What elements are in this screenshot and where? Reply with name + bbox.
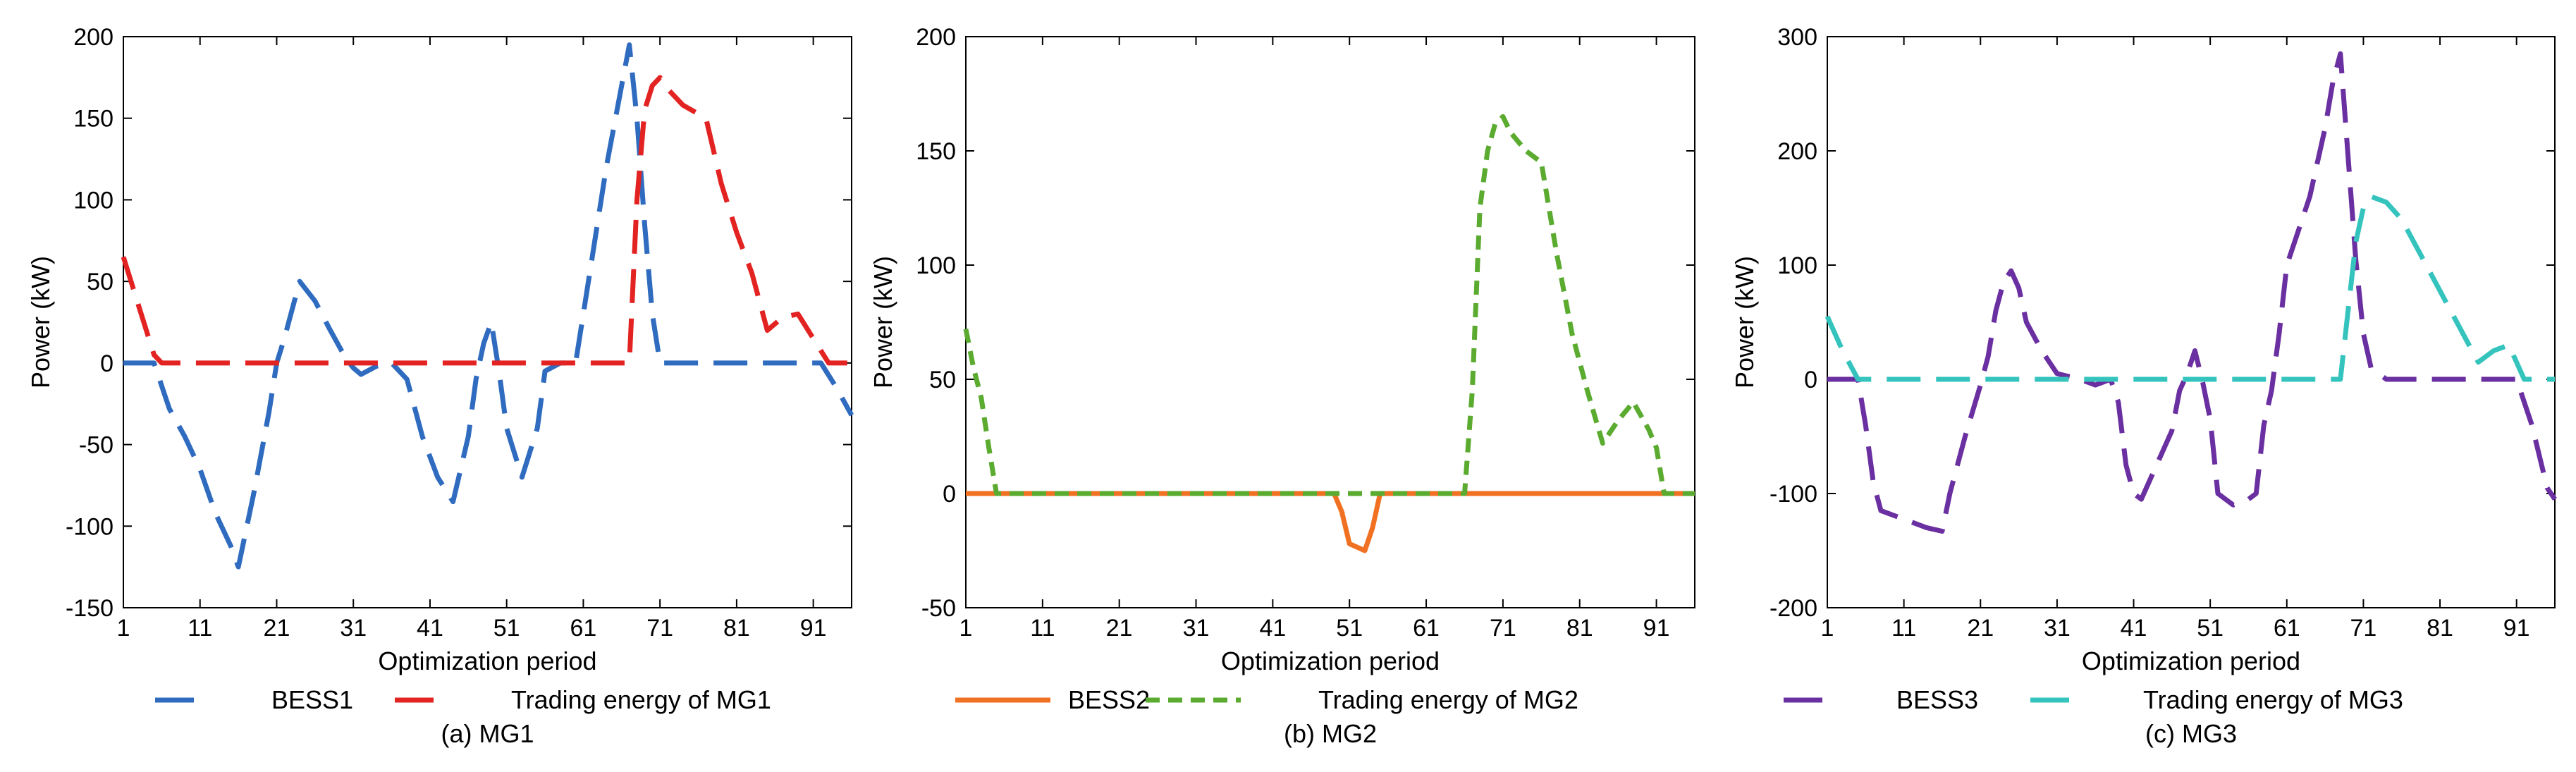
y-tick-label: -100: [1770, 481, 1817, 508]
y-tick-label: -150: [66, 595, 114, 622]
y-tick-label: 100: [73, 187, 114, 214]
x-axis-label-mg3: Optimization period: [2082, 647, 2300, 675]
legend-label-trading-mg2: Trading energy of MG2: [1318, 685, 1578, 714]
x-tick-label: 31: [2044, 615, 2071, 642]
y-tick-label: 150: [916, 138, 956, 165]
x-tick-label: 41: [2121, 615, 2147, 642]
x-tick-label: 81: [2427, 615, 2453, 642]
caption-mg3: (c) MG3: [2145, 719, 2237, 748]
y-tick-label: 150: [73, 106, 114, 133]
plot-area-mg2: [965, 36, 1695, 608]
series-line-trading: [1824, 194, 2555, 382]
x-axis-label-mg1: Optimization period: [378, 647, 596, 675]
y-tick-label: 0: [943, 481, 956, 508]
y-axis-label-mg2: Power (kW): [869, 256, 897, 388]
x-ticks-mg1: 1 11 21 31 41 51 61 71 81 91: [117, 37, 827, 642]
legend-label-bess2: BESS2: [1068, 685, 1150, 714]
x-tick-label: 71: [1490, 615, 1516, 642]
x-tick-label: 1: [1821, 615, 1834, 642]
series-line-trading: [121, 75, 852, 366]
x-tick-label: 11: [188, 615, 212, 642]
plot-area-mg1: [123, 36, 852, 608]
x-tick-label: 61: [570, 615, 597, 642]
legend-label-trading-mg1: Trading energy of MG1: [511, 685, 771, 714]
y-tick-label: -50: [921, 595, 956, 622]
y-axis-label-mg1: Power (kW): [26, 256, 55, 388]
y-ticks-mg1: -150 -100 -50 0 50 100 150 200: [66, 24, 852, 622]
x-tick-label: 51: [1336, 615, 1363, 642]
series-mg2: [963, 114, 1695, 553]
x-ticks-mg3: 1 11 21 31 41 51 61 71 81 91: [1821, 37, 2530, 642]
x-tick-label: 1: [959, 615, 973, 642]
x-tick-label: 51: [2197, 615, 2224, 642]
series-line-bess: [966, 491, 1695, 553]
x-tick-label: 81: [1566, 615, 1593, 642]
legend-mg3: BESS3 Trading energy of MG3: [1784, 685, 2403, 714]
y-tick-label: 0: [100, 350, 114, 377]
y-tick-label: -100: [66, 513, 114, 540]
legend-mg1: BESS1 Trading energy of MG1: [155, 685, 771, 714]
x-tick-label: 61: [2274, 615, 2300, 642]
y-tick-label: 300: [1777, 24, 1817, 51]
x-tick-label: 71: [646, 615, 673, 642]
series-mg1: [121, 42, 854, 570]
y-axis-label-mg3: Power (kW): [1730, 256, 1759, 388]
x-tick-label: 21: [1106, 615, 1133, 642]
x-tick-label: 21: [1967, 615, 1994, 642]
series-line-bess: [1827, 51, 2557, 534]
x-tick-label: 41: [1259, 615, 1286, 642]
caption-mg2: (b) MG2: [1284, 719, 1377, 748]
y-tick-label: 200: [1777, 138, 1817, 165]
x-tick-label: 71: [2350, 615, 2377, 642]
y-tick-label: 50: [929, 367, 956, 393]
x-tick-label: 81: [723, 615, 750, 642]
legend-mg2: BESS2 Trading energy of MG2: [955, 685, 1578, 714]
series-line-trading: [963, 114, 1695, 496]
y-tick-label: -200: [1770, 595, 1817, 622]
legend-label-bess3: BESS3: [1896, 685, 1978, 714]
x-tick-label: 11: [1030, 615, 1055, 642]
x-tick-label: 41: [417, 615, 443, 642]
x-tick-label: 31: [340, 615, 367, 642]
x-axis-label-mg2: Optimization period: [1221, 647, 1440, 675]
caption-mg1: (a) MG1: [441, 719, 534, 748]
y-tick-label: 0: [1804, 367, 1817, 393]
y-tick-label: 200: [916, 24, 956, 51]
x-tick-label: 1: [117, 615, 130, 642]
x-tick-label: 31: [1183, 615, 1210, 642]
y-tick-label: 200: [73, 24, 114, 51]
plot-area-mg3: [1827, 36, 2556, 608]
series-line-bess: [123, 42, 854, 570]
y-tick-label: -50: [79, 432, 114, 459]
x-tick-label: 11: [1891, 615, 1916, 642]
legend-label-bess1: BESS1: [271, 685, 353, 714]
x-tick-label: 51: [493, 615, 520, 642]
y-tick-label: 100: [916, 252, 956, 279]
x-ticks-mg2: 1 11 21 31 41 51 61 71 81 91: [959, 37, 1670, 642]
y-ticks-mg3: -200 -100 0 100 200 300: [1770, 24, 2555, 622]
series-mg3: [1824, 51, 2557, 534]
x-tick-label: 21: [264, 615, 290, 642]
x-tick-label: 91: [2503, 615, 2530, 642]
y-ticks-mg2: -50 0 50 100 150 200: [916, 24, 1695, 622]
x-tick-label: 91: [800, 615, 827, 642]
legend-label-trading-mg3: Trading energy of MG3: [2143, 685, 2403, 714]
x-tick-label: 91: [1643, 615, 1670, 642]
x-tick-label: 61: [1413, 615, 1440, 642]
y-tick-label: 100: [1777, 252, 1817, 279]
y-tick-label: 50: [87, 269, 114, 295]
